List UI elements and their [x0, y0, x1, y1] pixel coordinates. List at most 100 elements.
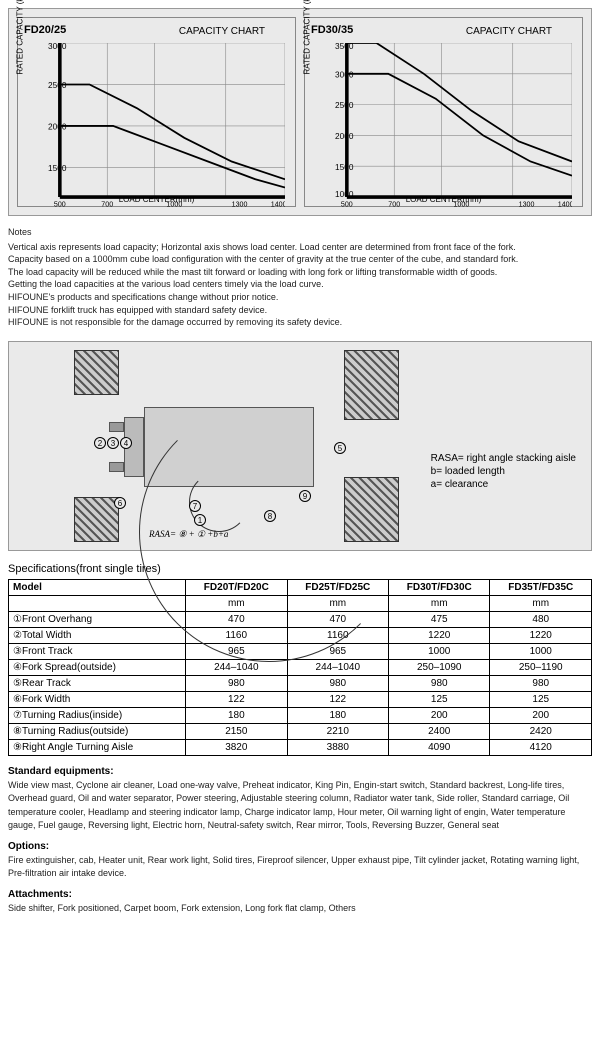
table-row: ⑤Rear Track980980980980	[9, 675, 592, 691]
table-row: ⑧Turning Radius(outside)2150221024002420	[9, 723, 592, 739]
svg-text:1500: 1500	[48, 163, 67, 173]
chart-fd3035: FD30/35 CAPACITY CHART RATED CAPACITY (k…	[304, 17, 583, 207]
note-line: HIFOUNE forklift truck has equipped with…	[8, 304, 592, 317]
value-cell: 2210	[287, 723, 388, 739]
table-row: ⑦Turning Radius(inside)180180200200	[9, 707, 592, 723]
value-cell: 200	[490, 707, 592, 723]
chart-title: CAPACITY CHART	[179, 26, 265, 37]
value-cell: 1220	[389, 627, 490, 643]
chart-model-label: FD20/25	[24, 24, 66, 36]
turning-diagram: 2 3 4 5 6 7 1 8 9 RASA= right angle stac…	[8, 341, 592, 551]
row-label: ①Front Overhang	[9, 611, 186, 627]
value-cell: 2150	[186, 723, 287, 739]
a-label: a= clearance	[431, 478, 576, 491]
svg-text:3500: 3500	[335, 43, 354, 51]
svg-text:2500: 2500	[335, 100, 354, 110]
value-cell: 180	[186, 707, 287, 723]
value-cell: 4090	[389, 739, 490, 755]
section-text: Side shifter, Fork positioned, Carpet bo…	[8, 902, 592, 916]
value-cell: 1000	[490, 643, 592, 659]
section-text: Fire extinguisher, cab, Heater unit, Rea…	[8, 854, 592, 881]
svg-text:500: 500	[341, 201, 353, 209]
table-row: ⑨Right Angle Turning Aisle38203880409041…	[9, 739, 592, 755]
svg-text:700: 700	[101, 201, 113, 209]
row-label: ④Fork Spread(outside)	[9, 659, 186, 675]
row-label: ②Total Width	[9, 627, 186, 643]
section-text: Wide view mast, Cyclone air cleaner, Loa…	[8, 779, 592, 833]
chart-ylabel: RATED CAPACITY (kg)	[303, 0, 312, 74]
svg-text:1400: 1400	[558, 201, 572, 209]
svg-text:2000: 2000	[335, 131, 354, 141]
value-cell: 250–1090	[389, 659, 490, 675]
value-cell: 244–1040	[287, 659, 388, 675]
row-label: ⑨Right Angle Turning Aisle	[9, 739, 186, 755]
value-cell: 122	[186, 691, 287, 707]
note-line: Vertical axis represents load capacity; …	[8, 241, 592, 254]
value-cell: 1220	[490, 627, 592, 643]
value-cell: 480	[490, 611, 592, 627]
unit-cell: mm	[389, 595, 490, 611]
note-line: HIFOUNE is not responsible for the damag…	[8, 316, 592, 329]
value-cell: 2420	[490, 723, 592, 739]
note-line: Getting the load capacities at the vario…	[8, 278, 592, 291]
svg-text:1500: 1500	[335, 162, 354, 172]
chart-svg: 3000 2500 2000 1500 500 700 1000 1300 1400	[48, 43, 285, 209]
svg-text:2000: 2000	[48, 122, 67, 132]
value-cell: 4120	[490, 739, 592, 755]
svg-text:2500: 2500	[48, 80, 67, 90]
value-cell: 2400	[389, 723, 490, 739]
value-cell: 250–1190	[490, 659, 592, 675]
section-heading: Attachments:	[8, 889, 592, 900]
value-cell: 980	[389, 675, 490, 691]
value-cell: 125	[490, 691, 592, 707]
svg-text:1000: 1000	[335, 189, 354, 199]
value-cell: 475	[389, 611, 490, 627]
section-heading: Standard equipments:	[8, 766, 592, 777]
svg-text:1300: 1300	[232, 201, 248, 209]
svg-text:1300: 1300	[519, 201, 535, 209]
chart-svg: 3500 3000 2500 2000 1500 1000 500 700 1000 1300 1…	[335, 43, 572, 209]
column-header: FD30T/FD30C	[389, 579, 490, 595]
column-header: FD35T/FD35C	[490, 579, 592, 595]
svg-text:3000: 3000	[335, 69, 354, 79]
svg-text:3000: 3000	[48, 43, 67, 51]
chart-fd2025: FD20/25 CAPACITY CHART RATED CAPACITY (k…	[17, 17, 296, 207]
note-line: The load capacity will be reduced while …	[8, 266, 592, 279]
notes-heading: Notes	[8, 226, 592, 239]
charts-container: FD20/25 CAPACITY CHART RATED CAPACITY (k…	[8, 8, 592, 216]
row-label: ③Front Track	[9, 643, 186, 659]
diagram-labels: RASA= right angle stacking aisle b= load…	[431, 452, 576, 491]
unit-cell: mm	[490, 595, 592, 611]
value-cell: 180	[287, 707, 388, 723]
value-cell: 3880	[287, 739, 388, 755]
chart-model-label: FD30/35	[311, 24, 353, 36]
value-cell: 122	[287, 691, 388, 707]
section-heading: Options:	[8, 841, 592, 852]
table-row: ④Fork Spread(outside)244–1040244–1040250…	[9, 659, 592, 675]
chart-ylabel: RATED CAPACITY (kg)	[16, 0, 25, 74]
notes-section: Notes Vertical axis represents load capa…	[8, 226, 592, 329]
svg-text:1400: 1400	[271, 201, 285, 209]
row-label: ⑤Rear Track	[9, 675, 186, 691]
value-cell: 980	[186, 675, 287, 691]
svg-text:1000: 1000	[453, 201, 469, 209]
svg-text:700: 700	[388, 201, 400, 209]
rasa-label: RASA= right angle stacking aisle	[431, 452, 576, 465]
table-row: ⑥Fork Width122122125125	[9, 691, 592, 707]
note-line: HIFOUNE's products and specifications ch…	[8, 291, 592, 304]
svg-text:1000: 1000	[166, 201, 182, 209]
value-cell: 200	[389, 707, 490, 723]
row-label: ⑦Turning Radius(inside)	[9, 707, 186, 723]
note-line: Capacity based on a 1000mm cube load con…	[8, 253, 592, 266]
value-cell: 980	[287, 675, 388, 691]
row-label: ⑥Fork Width	[9, 691, 186, 707]
value-cell: 3820	[186, 739, 287, 755]
rasa-formula: RASA= ⑧ + ① +b+a	[149, 529, 228, 540]
value-cell: 1000	[389, 643, 490, 659]
value-cell: 125	[389, 691, 490, 707]
b-label: b= loaded length	[431, 465, 576, 478]
row-label: ⑧Turning Radius(outside)	[9, 723, 186, 739]
value-cell: 980	[490, 675, 592, 691]
chart-title: CAPACITY CHART	[466, 26, 552, 37]
svg-text:500: 500	[54, 201, 66, 209]
